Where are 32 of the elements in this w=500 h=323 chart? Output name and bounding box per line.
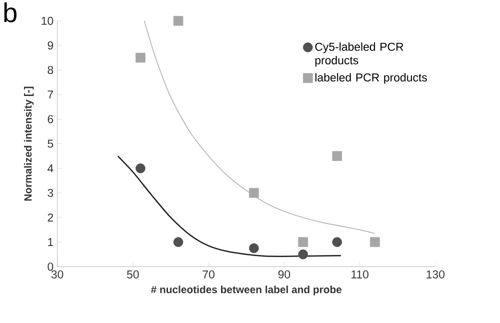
point [136,163,146,174]
y-tick-label: 5 [48,140,54,148]
x-axis-title: # nucleotides between label and probe [151,286,342,296]
y-tick-label: 2 [48,214,54,222]
x-tick-label: 130 [426,270,445,278]
x-tick-label: 30 [51,270,64,278]
point [173,237,184,248]
y-axis-title: Normalized intensity [-] [24,86,34,201]
y-tick-label: 4 [48,164,54,172]
y-tick-label: 8 [48,66,54,74]
x-tick-label: 90 [278,270,290,278]
point [332,151,342,161]
y-tick-label: 9 [48,41,54,50]
legend-label: labeled PCR products [315,73,427,84]
text: b [4,2,17,22]
y-tick-label: 6 [48,115,54,124]
point [298,237,308,248]
point [173,16,184,26]
point [370,237,380,248]
x-tick-label: 110 [352,270,368,278]
point [298,250,308,260]
x-tick-label: 50 [127,270,139,278]
point [249,188,259,198]
point [249,243,259,254]
y-tick-label: 3 [48,188,54,198]
y-tick-label: 0 [48,262,54,271]
point [136,52,146,63]
y-tick-label: 1 [48,238,54,246]
x-tick-label: 70 [202,270,214,278]
point [332,237,342,248]
y-tick-label: 10 [42,16,54,25]
y-tick-label: 7 [48,90,54,99]
